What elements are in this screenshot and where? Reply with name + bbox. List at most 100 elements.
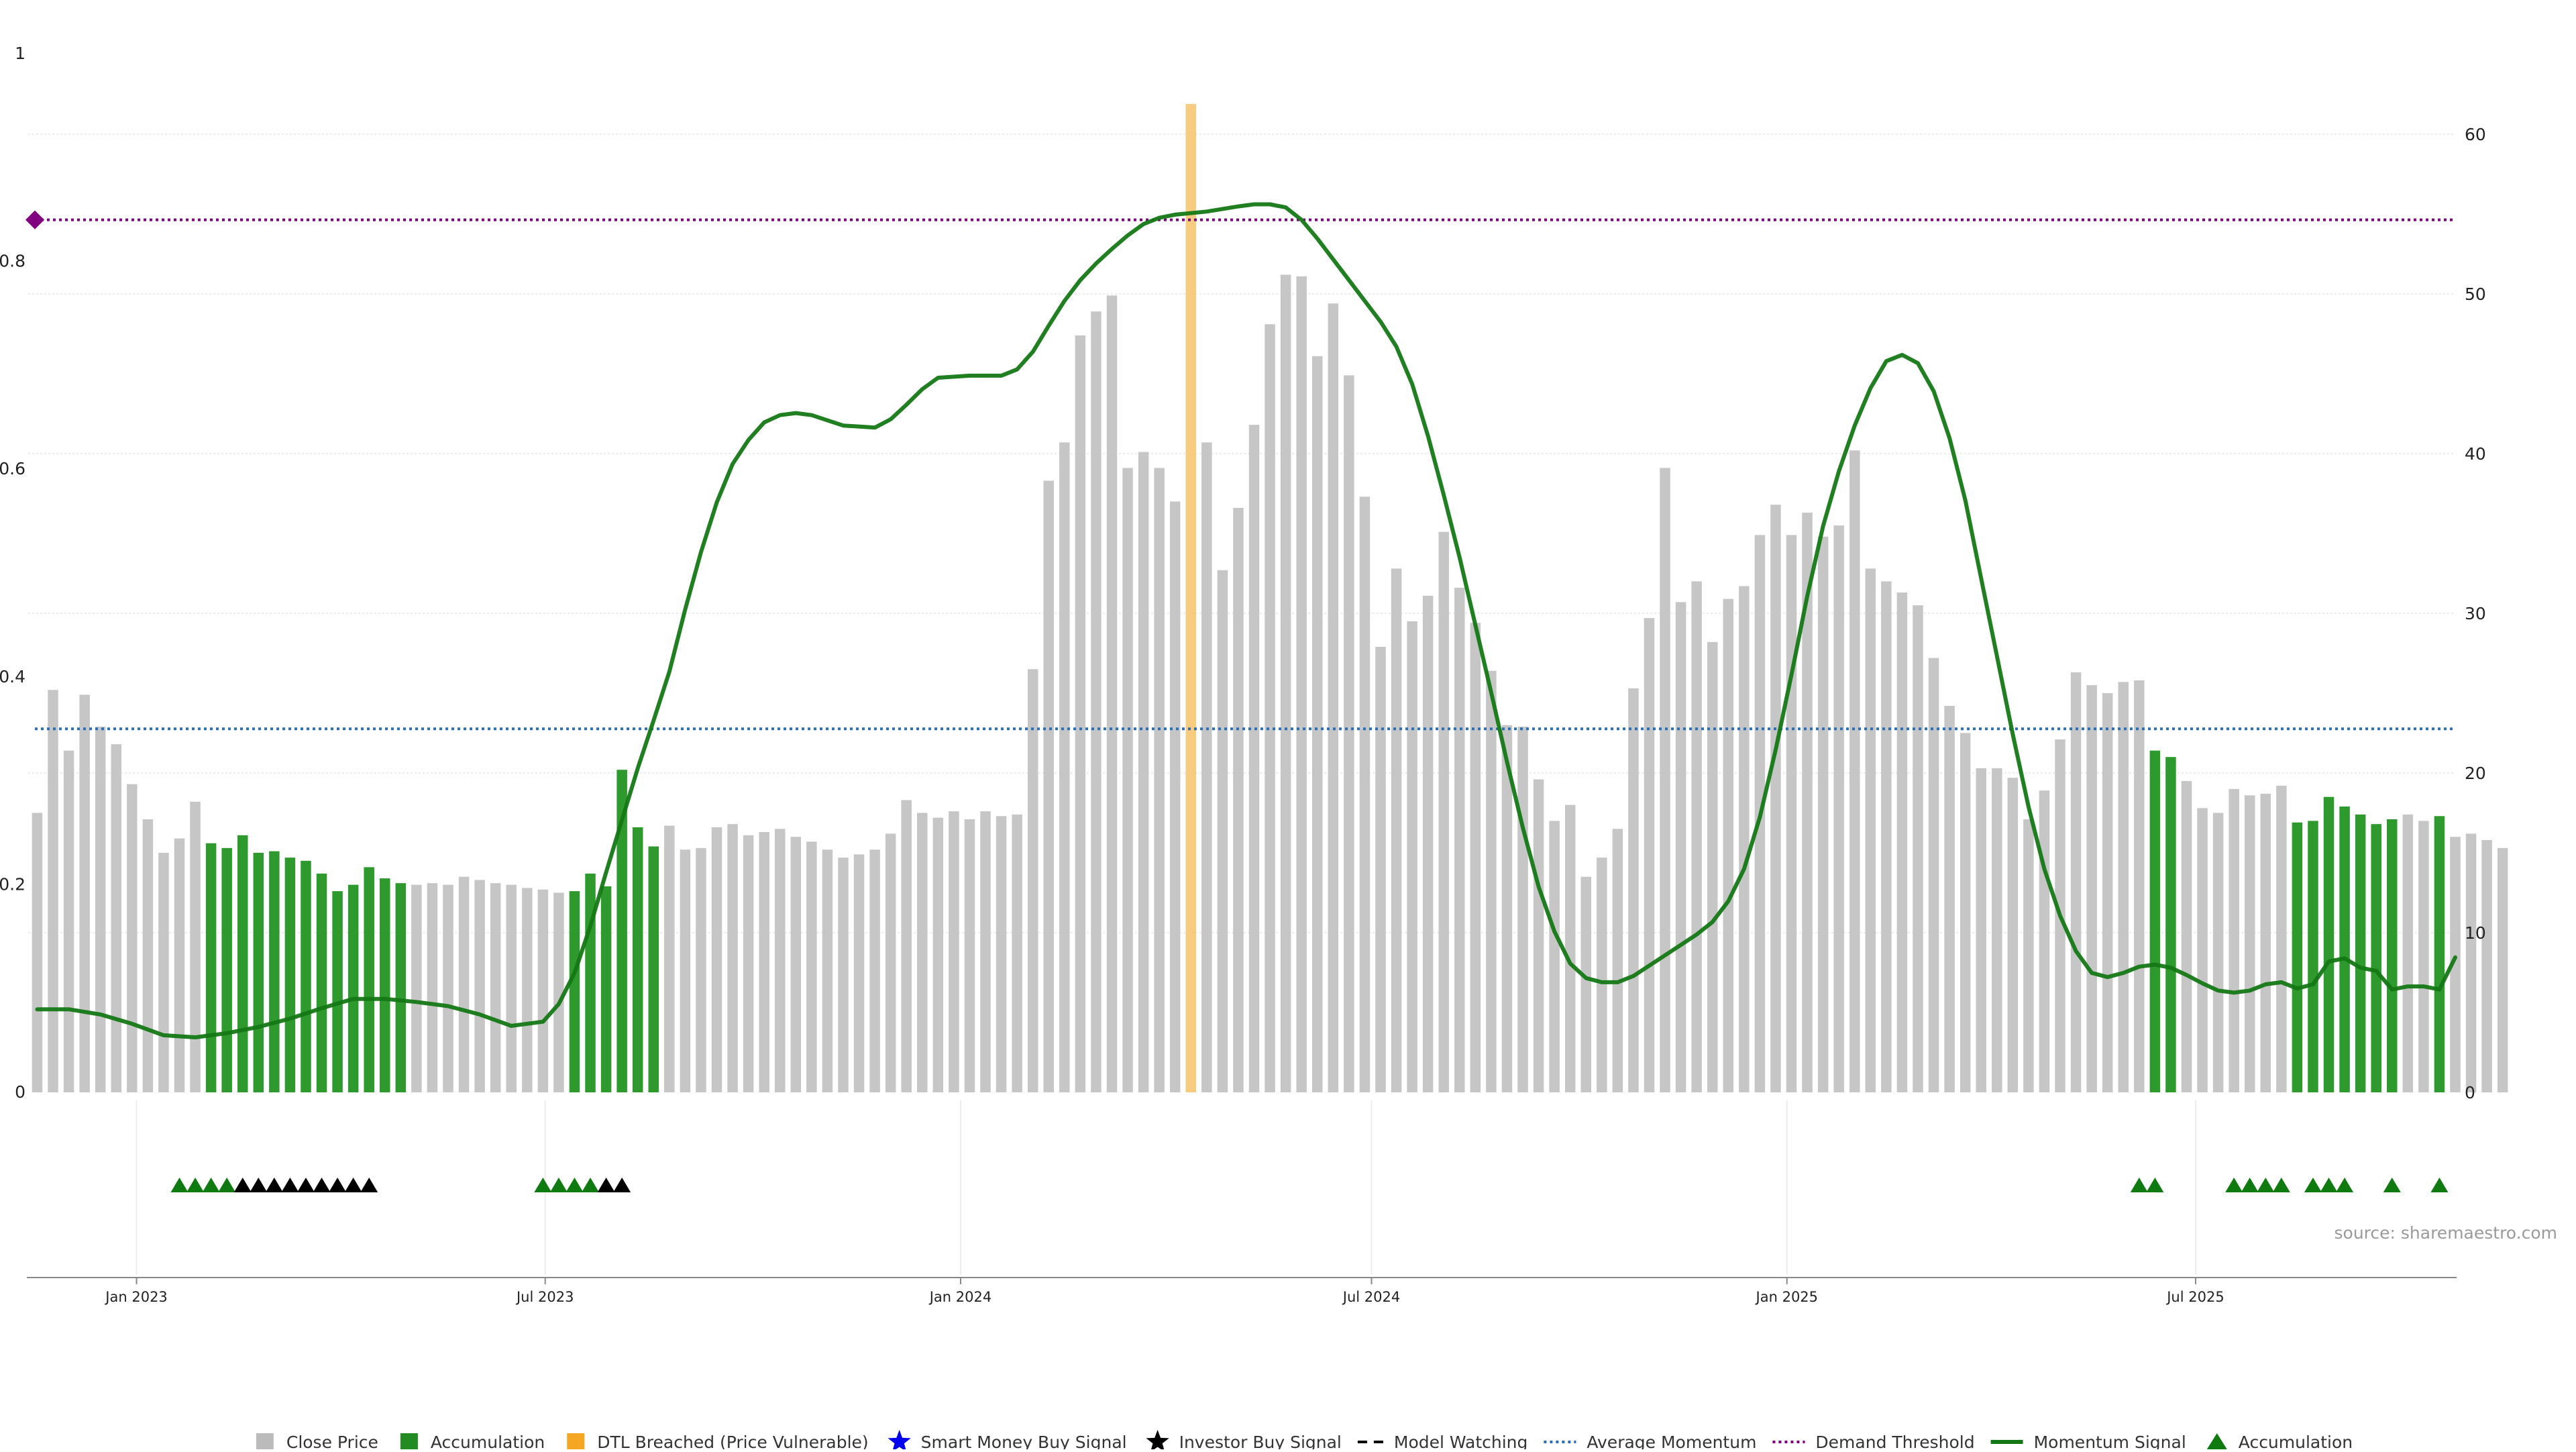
right-axis-tick-label: 40	[2465, 444, 2486, 464]
close-price-bar	[427, 883, 438, 1092]
accumulation-marker	[202, 1178, 220, 1192]
accumulation-marker	[2146, 1178, 2164, 1192]
close-price-bar	[1881, 581, 1892, 1092]
close-price-bar	[964, 819, 975, 1092]
close-price-bar	[490, 883, 501, 1092]
left-axis-tick-label: 0.2	[0, 874, 25, 894]
legend-label: Smart Money Buy Signal	[921, 1433, 1127, 1449]
accumulation-bar	[332, 891, 343, 1092]
accumulation-bar	[301, 860, 311, 1092]
close-price-bar	[1138, 452, 1149, 1092]
legend-label: Investor Buy Signal	[1179, 1433, 1342, 1449]
gridlines	[28, 134, 2455, 1275]
close-price-bar	[2086, 685, 2097, 1092]
accumulation-bar	[269, 851, 280, 1092]
close-price-bar	[822, 849, 833, 1092]
legend-swatch	[567, 1433, 585, 1451]
legend-label: Model Watching	[1394, 1433, 1528, 1449]
close-price-bar	[2118, 682, 2129, 1092]
accumulation-bar	[2308, 821, 2318, 1092]
right-axis-tick-label: 10	[2465, 923, 2486, 943]
close-price-bar	[838, 858, 849, 1092]
close-price-bar	[1486, 670, 1497, 1092]
accumulation-bar	[648, 846, 659, 1092]
close-price-bar	[1454, 587, 1465, 1092]
accumulation-marker	[2130, 1178, 2148, 1192]
close-price-bar	[2465, 833, 2477, 1092]
accumulation-bar	[2355, 814, 2366, 1092]
close-price-bar	[1328, 303, 1339, 1092]
close-price-bar	[174, 838, 185, 1092]
accumulation-bar	[616, 770, 627, 1092]
close-price-bar	[806, 841, 817, 1092]
close-price-bar	[158, 853, 169, 1092]
right-axis-tick-label: 30	[2465, 604, 2486, 623]
investor-buy-marker	[360, 1178, 378, 1192]
accumulation-bar	[2323, 796, 2334, 1092]
close-price-bar	[1359, 497, 1371, 1092]
accumulation-bar	[2434, 816, 2445, 1092]
close-price-bar	[63, 750, 74, 1092]
close-price-bar	[1311, 356, 1323, 1092]
accumulation-bar	[205, 843, 217, 1092]
close-price-bar	[48, 690, 58, 1092]
legend-label: Average Momentum	[1587, 1433, 1756, 1449]
accumulation-marker	[566, 1178, 584, 1192]
close-price-bar	[506, 884, 517, 1092]
close-price-bar	[885, 833, 896, 1092]
accumulation-bar	[253, 853, 264, 1092]
close-price-bar	[1944, 706, 1955, 1092]
close-price-bar	[853, 854, 865, 1092]
close-price-bar	[32, 813, 43, 1092]
legend-triangle-icon	[2206, 1433, 2227, 1449]
close-price-bar	[2481, 839, 2492, 1092]
legend: Close Price Accumulation DTL Breached (Pri…	[256, 1430, 2353, 1452]
close-price-bar	[443, 884, 453, 1092]
close-price-bar	[1217, 570, 1228, 1092]
close-price-bar	[949, 811, 959, 1092]
close-price-bar	[2418, 821, 2429, 1092]
investor-buy-marker	[281, 1178, 299, 1192]
close-price-bar	[1597, 858, 1607, 1092]
close-price-bar	[1407, 621, 1417, 1092]
price-bars	[32, 104, 2508, 1093]
close-price-bar	[1644, 618, 1655, 1092]
accumulation-marker	[2241, 1178, 2259, 1192]
accumulation-marker	[218, 1178, 236, 1192]
accumulation-marker	[2304, 1178, 2322, 1192]
left-axis-tick-label: 0.6	[0, 459, 25, 478]
x-axis-tick-label: Jul 2025	[2165, 1289, 2224, 1305]
legend-star-icon	[888, 1430, 911, 1452]
accumulation-marker	[534, 1178, 552, 1192]
close-price-bar	[1817, 536, 1829, 1092]
close-price-bar	[1770, 505, 1781, 1092]
close-price-bar	[111, 744, 122, 1092]
accumulation-marker	[2225, 1178, 2243, 1192]
investor-buy-marker	[297, 1178, 315, 1192]
accumulation-bar	[2339, 806, 2350, 1092]
close-price-bar	[2007, 778, 2019, 1092]
close-price-bar	[1549, 821, 1560, 1092]
right-axis-tick-label: 60	[2465, 125, 2486, 144]
close-price-bar	[190, 801, 201, 1092]
close-price-bar	[1992, 768, 2002, 1092]
close-price-bar	[1976, 768, 1986, 1092]
close-price-bar	[996, 816, 1007, 1092]
accumulation-bar	[316, 873, 327, 1092]
close-price-bar	[553, 892, 564, 1092]
close-price-bar	[2212, 813, 2224, 1092]
legend-star-icon	[1146, 1430, 1169, 1452]
close-price-bar	[1501, 725, 1513, 1092]
close-price-bar	[774, 829, 786, 1092]
close-price-bar	[474, 880, 485, 1092]
close-price-bar	[1154, 468, 1165, 1092]
x-axis-tick-label: Jul 2024	[1342, 1289, 1400, 1305]
accumulation-bar	[221, 847, 232, 1092]
x-axis-tick-label: Jan 2024	[928, 1289, 992, 1305]
left-axis-tick-label: 0.8	[0, 252, 25, 271]
close-price-bar	[142, 819, 154, 1092]
close-price-bar	[2102, 693, 2113, 1092]
close-price-bar	[1106, 295, 1118, 1092]
signal-markers	[170, 1178, 2449, 1192]
